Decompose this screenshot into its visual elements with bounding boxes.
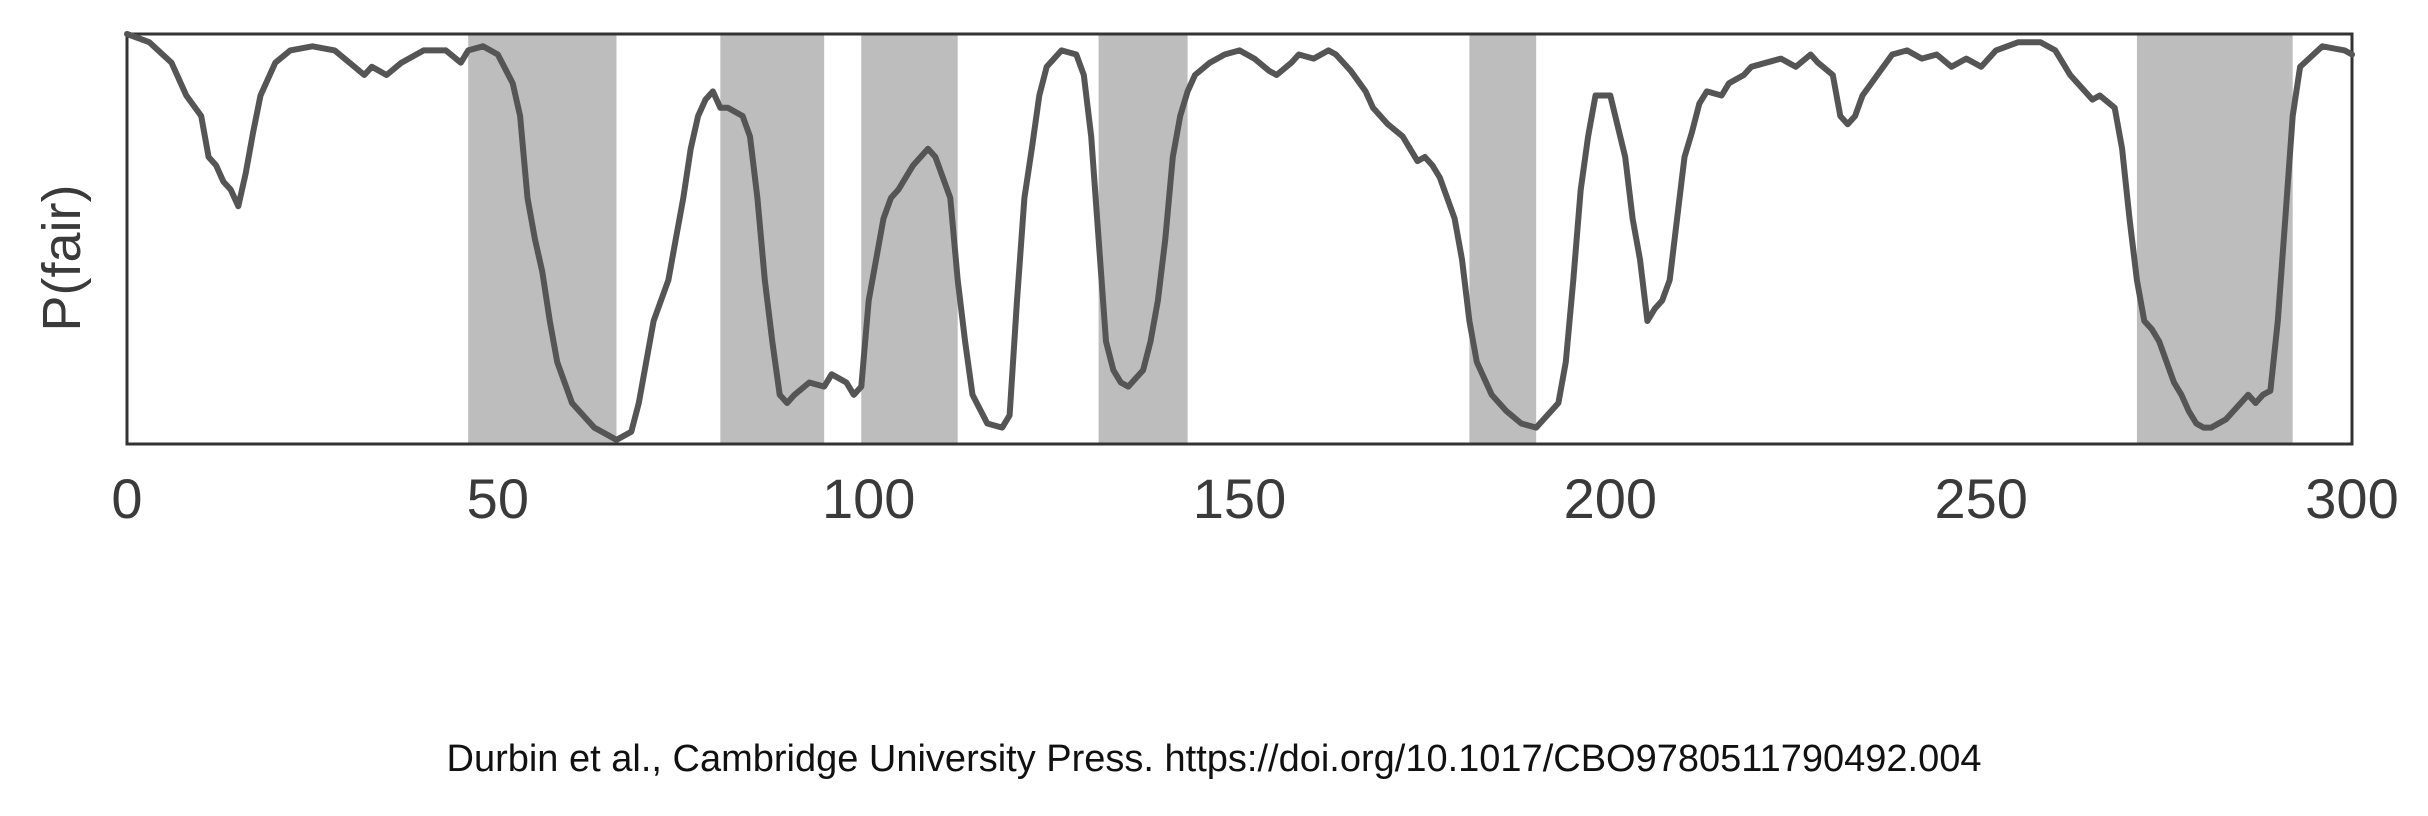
y-axis-label: P(fair)	[32, 185, 92, 332]
shaded-regions	[468, 34, 2293, 444]
plot-frame	[125, 32, 2354, 446]
series-line	[124, 31, 2355, 443]
shaded-region-2	[720, 34, 825, 444]
x-tick-label-0: 0	[111, 467, 142, 530]
x-tick-label-300: 300	[2305, 467, 2398, 530]
x-tick-label-50: 50	[467, 467, 529, 530]
x-tick-label-250: 250	[1934, 467, 2027, 530]
shaded-region-4	[1098, 34, 1188, 444]
chart: 0 50 100 150 200 250 300 P(fair)	[32, 31, 2399, 530]
shaded-region-1	[468, 34, 617, 444]
x-tick-label-200: 200	[1564, 467, 1657, 530]
source-caption: Durbin et al., Cambridge University Pres…	[446, 738, 1982, 780]
shaded-region-3	[861, 34, 958, 444]
x-tick-label-150: 150	[1193, 467, 1286, 530]
shaded-region-5	[1469, 34, 1537, 444]
x-tick-labels: 0 50 100 150 200 250 300	[111, 467, 2398, 530]
x-tick-label-100: 100	[822, 467, 915, 530]
shaded-region-6	[2136, 34, 2293, 444]
